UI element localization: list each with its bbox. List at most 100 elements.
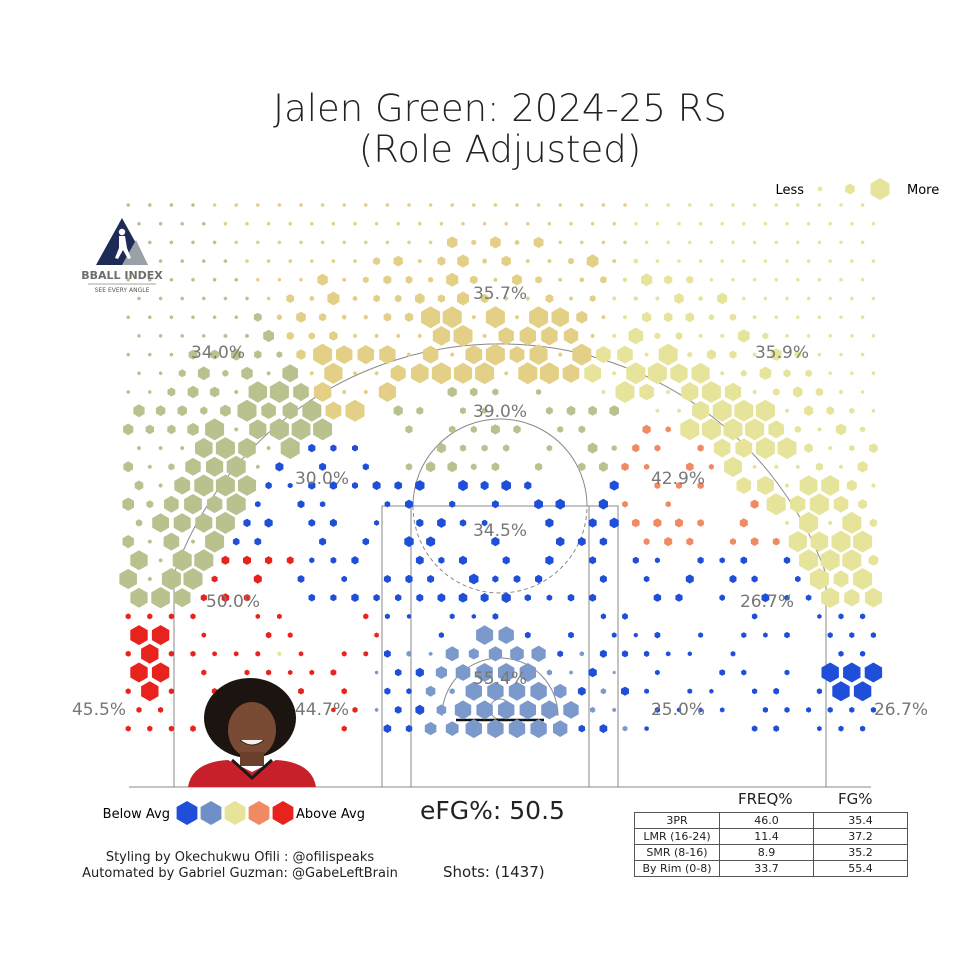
hexbin: [589, 556, 597, 565]
hexbin: [395, 594, 402, 602]
hexbin: [187, 422, 199, 436]
hexbin: [447, 386, 457, 398]
hexbin: [628, 327, 644, 345]
hexbin: [817, 352, 822, 357]
hexbin: [806, 296, 811, 301]
hexbin: [309, 371, 314, 376]
hexbin: [639, 383, 654, 401]
hexbin: [611, 632, 617, 638]
hexbin: [504, 371, 509, 376]
hexbin: [720, 371, 725, 376]
hexbin: [191, 203, 195, 207]
hexbin: [426, 536, 436, 547]
hexbin: [209, 386, 220, 398]
hexbin: [134, 480, 144, 491]
hexbin: [190, 725, 196, 732]
hexbin: [533, 236, 544, 249]
hexbin: [821, 587, 840, 608]
hexbin: [785, 296, 789, 301]
hexbin: [255, 651, 261, 657]
hexbin: [425, 685, 436, 697]
hexbin: [817, 203, 822, 207]
hexbin: [622, 500, 628, 508]
hexbin: [545, 555, 554, 565]
zone-label: 26.7%: [874, 700, 928, 720]
hexbin: [394, 706, 402, 714]
hexbin: [383, 275, 392, 285]
hexbin: [341, 688, 347, 695]
hexbin: [839, 203, 843, 207]
hexbin: [374, 632, 379, 638]
hexbin: [612, 333, 617, 339]
hexbin: [796, 240, 800, 245]
hexbin: [687, 351, 693, 358]
color-legend-hex: [176, 801, 198, 825]
hexbin: [147, 725, 153, 732]
hexbin: [698, 333, 703, 339]
zone-labels: 35.7% 34.0% 35.9% 39.0% 30.0% 42.9% 34.5% 50.0%…: [72, 284, 928, 720]
hexbin: [158, 483, 163, 488]
hexbin: [759, 366, 772, 380]
zone-label: 30.0%: [295, 469, 349, 489]
hexbin: [308, 519, 316, 527]
hexbin: [436, 442, 446, 454]
zone-label: 44.7%: [295, 700, 349, 720]
hexbin: [458, 592, 468, 603]
hexbin: [709, 203, 714, 207]
hexbin: [238, 475, 256, 496]
hexbin: [439, 221, 444, 226]
zone-label: 45.5%: [72, 700, 126, 720]
hexbin: [275, 462, 284, 472]
hexbin: [698, 221, 703, 226]
hexbin: [280, 437, 300, 460]
hexbin: [234, 277, 238, 282]
hexbin: [485, 343, 505, 366]
hexbin: [806, 707, 812, 713]
hexbin: [167, 424, 176, 435]
hexbin: [676, 707, 682, 713]
hexbin: [188, 349, 198, 360]
hexbin: [719, 594, 725, 601]
hexbin: [437, 294, 445, 303]
hexbin: [655, 221, 660, 226]
hexbin: [137, 445, 141, 451]
zone-label: 35.7%: [473, 284, 527, 304]
hexbin: [665, 426, 671, 433]
hexbin: [588, 518, 597, 528]
hexbin: [860, 352, 865, 357]
hexbin: [719, 669, 726, 676]
hexbin: [586, 254, 599, 268]
hexbin: [168, 613, 174, 620]
hexbin: [342, 277, 347, 282]
table-row: By Rim (0-8) 33.7 55.4: [634, 860, 908, 877]
hexbin: [245, 259, 249, 264]
hexbin: [850, 221, 854, 226]
hexbin: [828, 371, 832, 376]
hexbin: [569, 221, 573, 226]
hexbin: [330, 669, 337, 676]
hexbin: [510, 646, 524, 662]
hexbin: [547, 258, 552, 264]
hexbin: [578, 462, 586, 472]
hexbin: [869, 443, 878, 453]
hexbin: [201, 632, 207, 638]
hexbin: [774, 315, 778, 320]
table-cell-fg: 55.4: [813, 860, 908, 877]
hexbin: [158, 259, 163, 264]
hexbin: [137, 371, 141, 376]
hexbin: [458, 479, 468, 492]
hexbin: [249, 419, 267, 440]
hexbin: [643, 650, 650, 657]
hexbin: [329, 331, 338, 341]
hexbin: [374, 707, 379, 712]
hexbin: [187, 385, 199, 399]
hexbin: [643, 575, 650, 583]
hexbin: [459, 555, 467, 565]
hexbins: [119, 203, 883, 739]
hexbin: [577, 537, 586, 547]
hexbin: [309, 295, 315, 302]
hexbin: [600, 613, 606, 620]
hexbin: [158, 558, 163, 563]
stats-table: 3PR 46.0 35.4 LMR (16-24) 11.4 37.2 SMR …: [634, 812, 908, 877]
hexbin: [738, 329, 750, 343]
